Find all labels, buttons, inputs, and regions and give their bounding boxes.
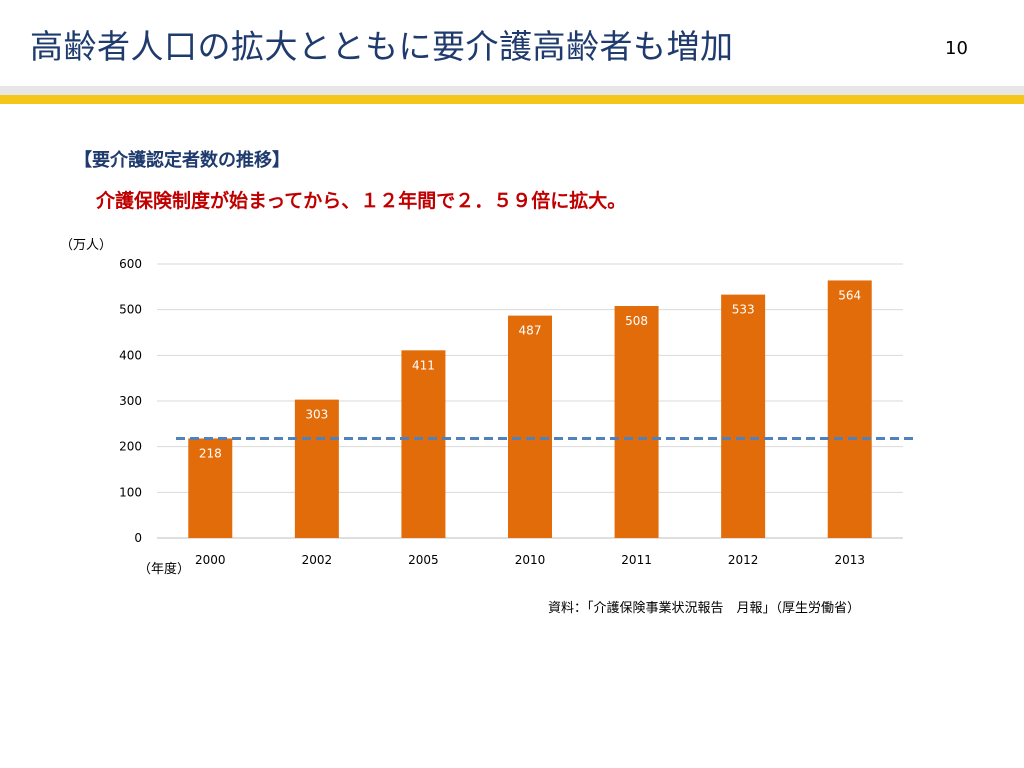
page-number: 10 xyxy=(945,38,968,59)
summary-text: 介護保険制度が始まってから、１２年間で２．５９倍に拡大。 xyxy=(96,190,627,212)
bar xyxy=(294,399,339,538)
y-tick-label: 400 xyxy=(119,348,142,362)
bar xyxy=(614,306,659,538)
y-tick-label: 600 xyxy=(119,257,142,271)
bar xyxy=(721,294,766,538)
bar-value-label: 533 xyxy=(732,303,755,317)
bar xyxy=(188,438,233,538)
x-tick-label: 2012 xyxy=(728,553,759,567)
y-tick-label: 100 xyxy=(119,485,142,499)
bar-value-label: 508 xyxy=(625,314,648,328)
bar-value-label: 303 xyxy=(305,408,328,422)
bar-value-label: 487 xyxy=(519,324,542,338)
x-tick-label: 2013 xyxy=(834,553,865,567)
header-yellow-band xyxy=(0,95,1024,104)
x-tick-label: 2011 xyxy=(621,553,652,567)
section-heading: 【要介護認定者数の推移】 xyxy=(74,150,290,171)
bar-value-label: 218 xyxy=(199,446,222,460)
y-tick-label: 0 xyxy=(134,531,142,545)
y-tick-label: 200 xyxy=(119,440,142,454)
y-axis-unit-label: （万人） xyxy=(60,238,113,253)
bar xyxy=(827,280,872,538)
slide-title: 高齢者人口の拡大とともに要介護高齢者も増加 xyxy=(30,27,734,66)
x-tick-label: 2000 xyxy=(195,553,226,567)
x-axis-unit-label: （年度） xyxy=(138,562,191,577)
x-tick-label: 2005 xyxy=(408,553,439,567)
bar-value-label: 411 xyxy=(412,358,435,372)
source-note: 資料：「介護保険事業状況報告 月報」（厚生労働省） xyxy=(548,601,861,616)
x-tick-label: 2002 xyxy=(302,553,333,567)
bar xyxy=(401,350,446,538)
bar-value-label: 564 xyxy=(838,288,861,302)
y-tick-label: 500 xyxy=(119,303,142,317)
header-gray-band xyxy=(0,86,1024,95)
x-tick-label: 2010 xyxy=(515,553,546,567)
bar xyxy=(508,315,552,538)
y-tick-label: 300 xyxy=(119,394,142,408)
